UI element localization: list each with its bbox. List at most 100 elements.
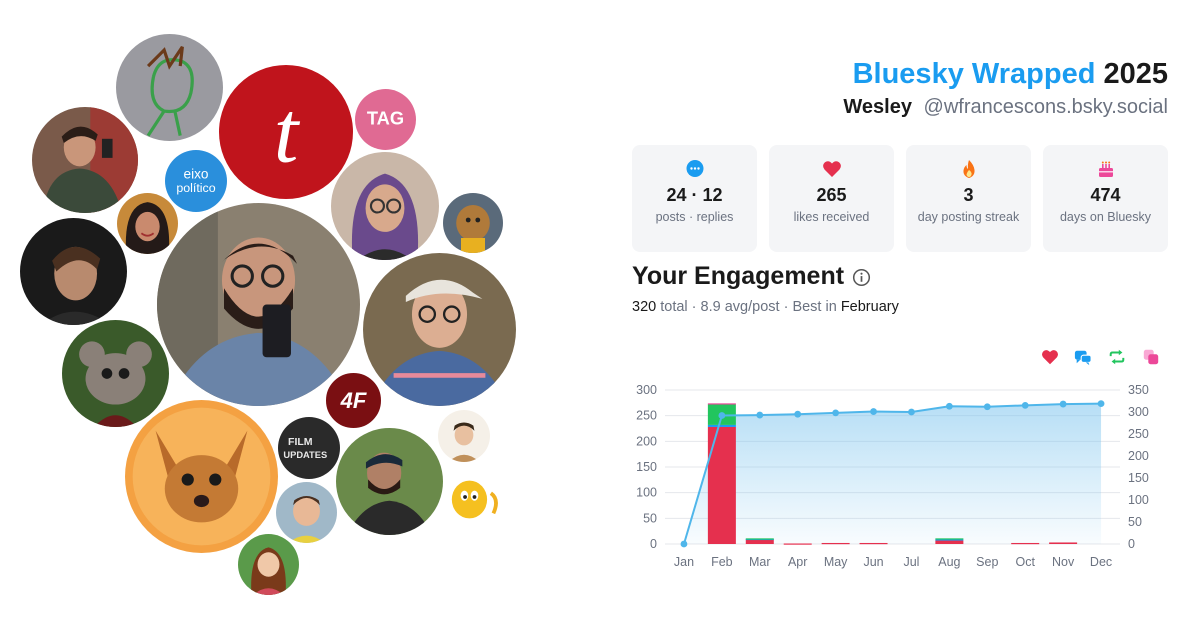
stat-label: day posting streak — [917, 210, 1020, 224]
avatar[interactable] — [62, 320, 169, 427]
avatar[interactable] — [117, 193, 178, 254]
eixo-politico-avatar[interactable]: eixo político — [165, 150, 227, 212]
x-tick: Mar — [749, 555, 771, 569]
x-tick: Sep — [976, 555, 998, 569]
cumulative-point — [680, 540, 688, 548]
user-handle[interactable]: @wfrancescons.bsky.social — [923, 96, 1168, 118]
y-tick-left: 300 — [636, 383, 657, 397]
stat-label: posts · replies — [655, 210, 734, 224]
bar-segment — [707, 426, 736, 544]
cake-icon — [1098, 161, 1113, 177]
avatar[interactable] — [331, 152, 439, 260]
eixo-line1: eixo — [184, 167, 209, 182]
stat-card-posts: 24 · 12 posts · replies — [632, 145, 757, 252]
logo-letter: t — [274, 83, 301, 181]
cumulative-area — [683, 403, 1102, 544]
bar-segment — [1011, 542, 1040, 545]
stat-label: likes received — [793, 210, 870, 224]
y-tick-right: 0 — [1128, 537, 1135, 551]
bar-segment — [821, 542, 850, 545]
avatar[interactable] — [336, 428, 443, 535]
bar-segment — [1049, 542, 1078, 544]
y-tick-right: 200 — [1128, 449, 1149, 463]
bar-segment — [745, 539, 774, 544]
y-tick-right: 350 — [1128, 383, 1149, 397]
avatar[interactable] — [20, 218, 127, 325]
engagement-best-prefix: Best in — [792, 299, 837, 315]
likes-legend-icon[interactable] — [1041, 348, 1059, 366]
bar-segment — [935, 539, 964, 541]
cumulative-point — [718, 412, 726, 419]
tumblr-logo-avatar[interactable]: t — [219, 65, 353, 199]
avatar[interactable] — [443, 468, 506, 531]
bar-segment — [707, 424, 736, 427]
cumulative-point — [1021, 402, 1029, 409]
engagement-best-month: February — [840, 299, 899, 315]
avatar[interactable] — [438, 410, 490, 462]
cumulative-point — [945, 402, 953, 410]
film-line2: UPDATES — [283, 450, 327, 460]
stat-card-days: 474 days on Bluesky — [1043, 145, 1168, 252]
cumulative-line — [682, 402, 1102, 545]
cumulative-point — [794, 410, 802, 418]
avatar[interactable] — [32, 107, 138, 213]
avatar[interactable] — [276, 482, 337, 543]
x-tick: Oct — [1015, 555, 1035, 569]
cumulative-point — [1059, 400, 1067, 408]
cumulative-point — [756, 411, 764, 419]
bar-segment — [707, 403, 736, 405]
bar-segment — [745, 538, 774, 540]
x-tick: Feb — [711, 555, 733, 569]
avatar[interactable] — [125, 400, 278, 553]
year: 2025 — [1103, 58, 1168, 90]
avatar-main[interactable] — [157, 203, 360, 406]
reposts-legend-icon[interactable] — [1108, 348, 1126, 366]
film-updates-avatar[interactable]: FILM UPDATES — [278, 417, 340, 479]
bar-segment — [859, 542, 888, 545]
engagement-total: 320 — [632, 299, 657, 315]
cumulative-point — [983, 403, 991, 411]
cumulative-point — [832, 409, 840, 417]
stat-card-likes: 265 likes received — [769, 145, 894, 252]
bar-segment — [935, 538, 964, 540]
x-tick: Jan — [674, 555, 694, 569]
stat-value: 3 — [963, 185, 974, 205]
avatar[interactable] — [116, 34, 223, 141]
stat-card-streak: 3 day posting streak — [906, 145, 1031, 252]
eixo-line2: político — [176, 181, 215, 195]
film-line1: FILM — [288, 436, 313, 448]
x-tick: Nov — [1052, 555, 1075, 569]
flame-icon — [962, 160, 975, 178]
y-tick-left: 0 — [650, 537, 657, 551]
brand-name: Bluesky Wrapped — [852, 58, 1096, 90]
cumulative-point — [908, 408, 915, 416]
y-tick-left: 200 — [636, 434, 657, 448]
y-tick-right: 50 — [1128, 515, 1142, 529]
info-icon[interactable] — [852, 268, 871, 287]
x-tick: Aug — [938, 555, 960, 569]
replies-legend-icon[interactable] — [1074, 348, 1092, 366]
engagement-total-label: total — [660, 299, 688, 315]
avatar[interactable] — [363, 253, 516, 406]
page-title: Bluesky Wrapped 2025 — [853, 58, 1168, 91]
engagement-chart: 0 50 100 150 200 250 300 0 50 100 150 200 250 300 350 J… — [636, 383, 1149, 569]
4f-badge-avatar[interactable]: 4F — [323, 370, 384, 431]
avatar[interactable] — [443, 193, 503, 253]
x-tick: Jun — [863, 555, 883, 569]
y-tick-right: 100 — [1128, 493, 1149, 507]
bar-segment — [783, 543, 812, 545]
x-tick: Dec — [1090, 555, 1112, 569]
stat-value: 24 · 12 — [666, 185, 723, 205]
avatar[interactable] — [238, 534, 299, 595]
avatar-collage: t TAG eixo político 4F FILM UPDATES — [0, 0, 560, 630]
heart-icon — [822, 161, 841, 177]
user-info: Wesley @wfrancescons.bsky.social — [843, 96, 1168, 119]
y-tick-right: 250 — [1128, 427, 1149, 441]
engagement-avg: 8.9 avg/post — [700, 299, 780, 315]
stat-value: 265 — [816, 185, 847, 205]
stat-value: 474 — [1090, 185, 1121, 205]
quotes-legend-icon[interactable] — [1142, 348, 1160, 366]
engagement-summary: 320 total · 8.9 avg/post · Best in Febru… — [632, 299, 899, 315]
tag-logo-avatar[interactable]: TAG — [355, 89, 416, 150]
y-tick-left: 100 — [636, 486, 657, 500]
